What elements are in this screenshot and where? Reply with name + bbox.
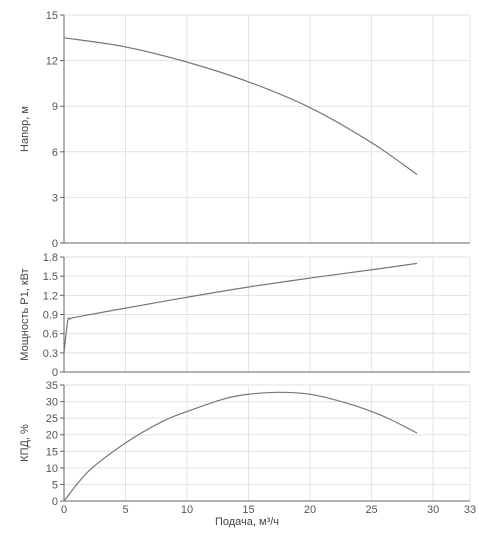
y-tick-label: 35 — [46, 380, 58, 392]
x-axis-label: Подача, м³/ч — [215, 516, 279, 528]
series-line — [63, 37, 418, 176]
x-tick-label: 30 — [427, 504, 439, 516]
x-tick-label: 15 — [242, 504, 254, 516]
y-tick-label: 9 — [52, 101, 58, 113]
y-tick-label: 20 — [46, 430, 58, 442]
y-tick-label: 0.6 — [43, 329, 58, 341]
y-tick-label: 15 — [46, 446, 58, 458]
x-tick-label: 33 — [464, 504, 476, 516]
y-tick-label: 25 — [46, 413, 58, 425]
series-line — [63, 391, 418, 502]
y-axis-label: Напор, м — [19, 106, 31, 152]
y-tick-label: 3 — [52, 192, 58, 204]
y-tick-label: 1.5 — [43, 271, 58, 283]
y-tick-label: 6 — [52, 147, 58, 159]
y-tick-label: 15 — [46, 10, 58, 22]
y-tick-label: 1.8 — [43, 252, 58, 264]
y-tick-label: 12 — [46, 56, 58, 68]
x-tick-label: 10 — [181, 504, 193, 516]
x-tick-label: 20 — [304, 504, 316, 516]
y-tick-label: 0.3 — [43, 348, 58, 360]
y-tick-label: 30 — [46, 397, 58, 409]
y-tick-label: 0 — [52, 367, 58, 379]
y-axis-label: Мощность Р1, кВт — [19, 268, 31, 360]
y-tick-label: 10 — [46, 463, 58, 475]
series-line — [63, 262, 418, 353]
y-axis-label: КПД, % — [19, 424, 31, 462]
y-tick-label: 0 — [52, 238, 58, 250]
x-tick-label: 0 — [61, 504, 67, 516]
y-tick-label: 0.9 — [43, 310, 58, 322]
y-tick-label: 5 — [52, 479, 58, 491]
y-tick-label: 0 — [52, 496, 58, 508]
x-tick-label: 5 — [122, 504, 128, 516]
y-tick-label: 1.2 — [43, 290, 58, 302]
x-tick-label: 25 — [365, 504, 377, 516]
